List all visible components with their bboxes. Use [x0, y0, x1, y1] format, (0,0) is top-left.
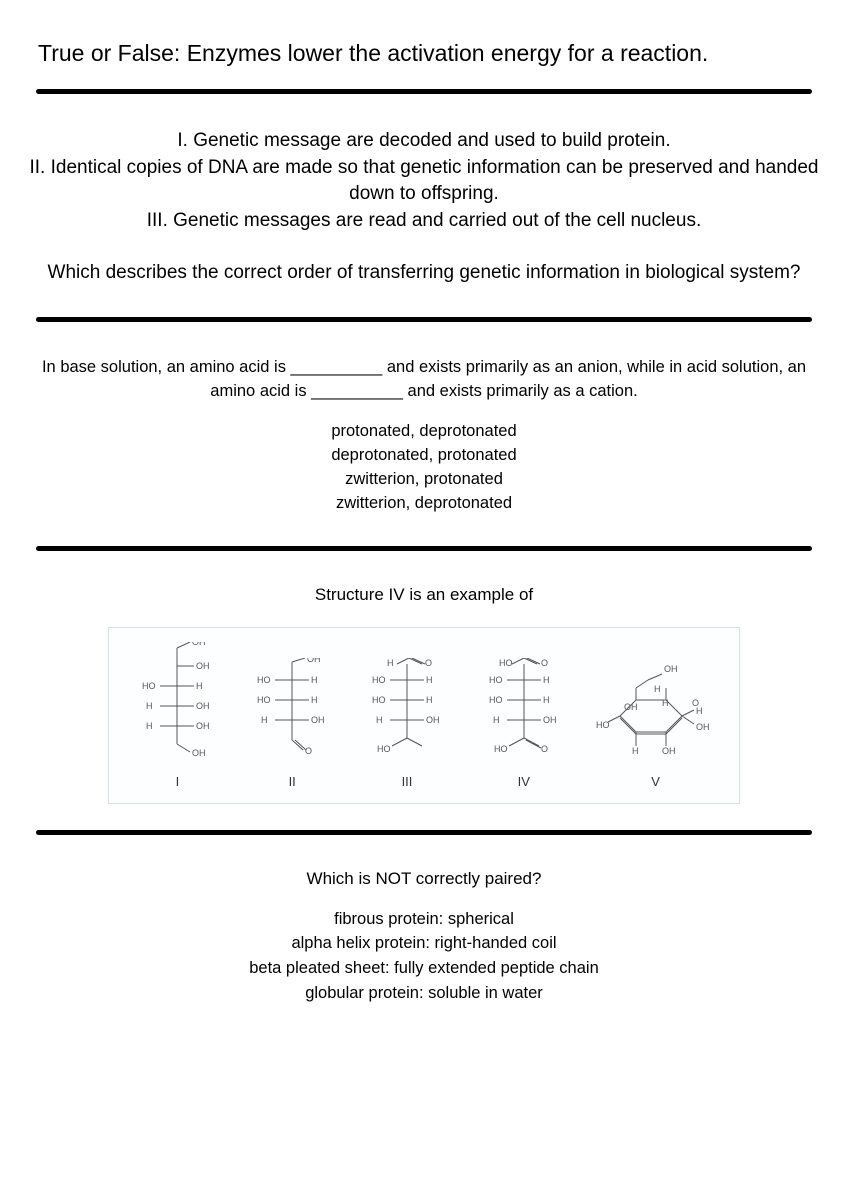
label-ii: II: [289, 774, 296, 789]
svg-text:H: H: [543, 695, 550, 705]
svg-text:HO: HO: [257, 675, 271, 685]
label-i: I: [176, 774, 180, 789]
option-3: zwitterion, protonated: [28, 468, 820, 492]
divider: [36, 830, 812, 835]
svg-text:OH: OH: [696, 722, 710, 732]
svg-text:OH: OH: [196, 661, 210, 671]
svg-text:H: H: [146, 701, 153, 711]
svg-text:OH: OH: [543, 715, 557, 725]
svg-text:H: H: [543, 675, 550, 685]
svg-text:H: H: [311, 695, 318, 705]
svg-text:OH: OH: [196, 721, 210, 731]
svg-text:H: H: [311, 675, 318, 685]
structures-diagram: OH OH HOH HOH HOH OH I: [108, 627, 740, 804]
svg-text:O: O: [305, 746, 312, 756]
structure-3: HO HOH HOH HOH HO III: [362, 658, 452, 789]
divider: [36, 89, 812, 94]
statement-2: II. Identical copies of DNA are made so …: [28, 155, 820, 208]
svg-text:H: H: [376, 715, 383, 725]
question-2-statements: I. Genetic message are decoded and used …: [28, 128, 820, 234]
svg-text:HO: HO: [494, 744, 508, 754]
option-3: beta pleated sheet: fully extended pepti…: [28, 956, 820, 981]
svg-text:OH: OH: [192, 748, 206, 758]
question-3-options: protonated, deprotonated deprotonated, p…: [28, 420, 820, 516]
svg-text:H: H: [196, 681, 203, 691]
option-1: fibrous protein: spherical: [28, 907, 820, 932]
label-v: V: [651, 774, 660, 789]
structure-5: OH H OH OH OH H HO OH H V: [596, 658, 716, 789]
svg-text:OH: OH: [311, 715, 325, 725]
svg-text:H: H: [387, 658, 394, 668]
question-4-title: Structure IV is an example of: [28, 585, 820, 605]
svg-text:H: H: [146, 721, 153, 731]
svg-text:HO: HO: [489, 675, 503, 685]
statement-1: I. Genetic message are decoded and used …: [28, 128, 820, 155]
svg-text:OH: OH: [624, 702, 638, 712]
divider: [36, 317, 812, 322]
svg-text:HO: HO: [489, 695, 503, 705]
option-2: alpha helix protein: right-handed coil: [28, 931, 820, 956]
label-iv: IV: [518, 774, 530, 789]
option-2: deprotonated, protonated: [28, 444, 820, 468]
question-5-options: fibrous protein: spherical alpha helix p…: [28, 907, 820, 1006]
svg-text:H: H: [696, 706, 703, 716]
svg-text:OH: OH: [196, 701, 210, 711]
structure-4: HOO HOH HOH HOH HOO IV: [479, 658, 569, 789]
svg-text:H: H: [662, 698, 669, 708]
question-2-prompt: Which describes the correct order of tra…: [28, 260, 820, 287]
question-3-stem: In base solution, an amino acid is _____…: [28, 356, 820, 404]
svg-text:O: O: [425, 658, 432, 668]
option-4: zwitterion, deprotonated: [28, 492, 820, 516]
svg-text:HO: HO: [499, 658, 513, 668]
divider: [36, 546, 812, 551]
svg-text:HO: HO: [377, 744, 391, 754]
svg-text:HO: HO: [596, 720, 610, 730]
svg-text:H: H: [654, 684, 661, 694]
statement-3: III. Genetic messages are read and carri…: [28, 208, 820, 235]
svg-text:O: O: [541, 658, 548, 668]
svg-text:HO: HO: [257, 695, 271, 705]
svg-text:OH: OH: [192, 642, 206, 647]
svg-text:OH: OH: [662, 746, 676, 756]
svg-text:O: O: [541, 744, 548, 754]
svg-text:H: H: [426, 675, 433, 685]
svg-text:H: H: [632, 746, 639, 756]
option-4: globular protein: soluble in water: [28, 981, 820, 1006]
svg-text:HO: HO: [372, 695, 386, 705]
question-1: True or False: Enzymes lower the activat…: [28, 40, 820, 67]
label-iii: III: [402, 774, 413, 789]
svg-text:H: H: [426, 695, 433, 705]
svg-text:OH: OH: [664, 664, 678, 674]
svg-text:H: H: [493, 715, 500, 725]
svg-text:HO: HO: [372, 675, 386, 685]
svg-text:H: H: [261, 715, 268, 725]
svg-text:OH: OH: [307, 658, 321, 664]
option-1: protonated, deprotonated: [28, 420, 820, 444]
structure-2: OH HOH HOH HOH O II: [249, 658, 335, 789]
svg-text:HO: HO: [142, 681, 156, 691]
structure-1: OH OH HOH HOH HOH OH I: [132, 642, 222, 789]
svg-text:OH: OH: [426, 715, 440, 725]
question-5-title: Which is NOT correctly paired?: [28, 869, 820, 889]
